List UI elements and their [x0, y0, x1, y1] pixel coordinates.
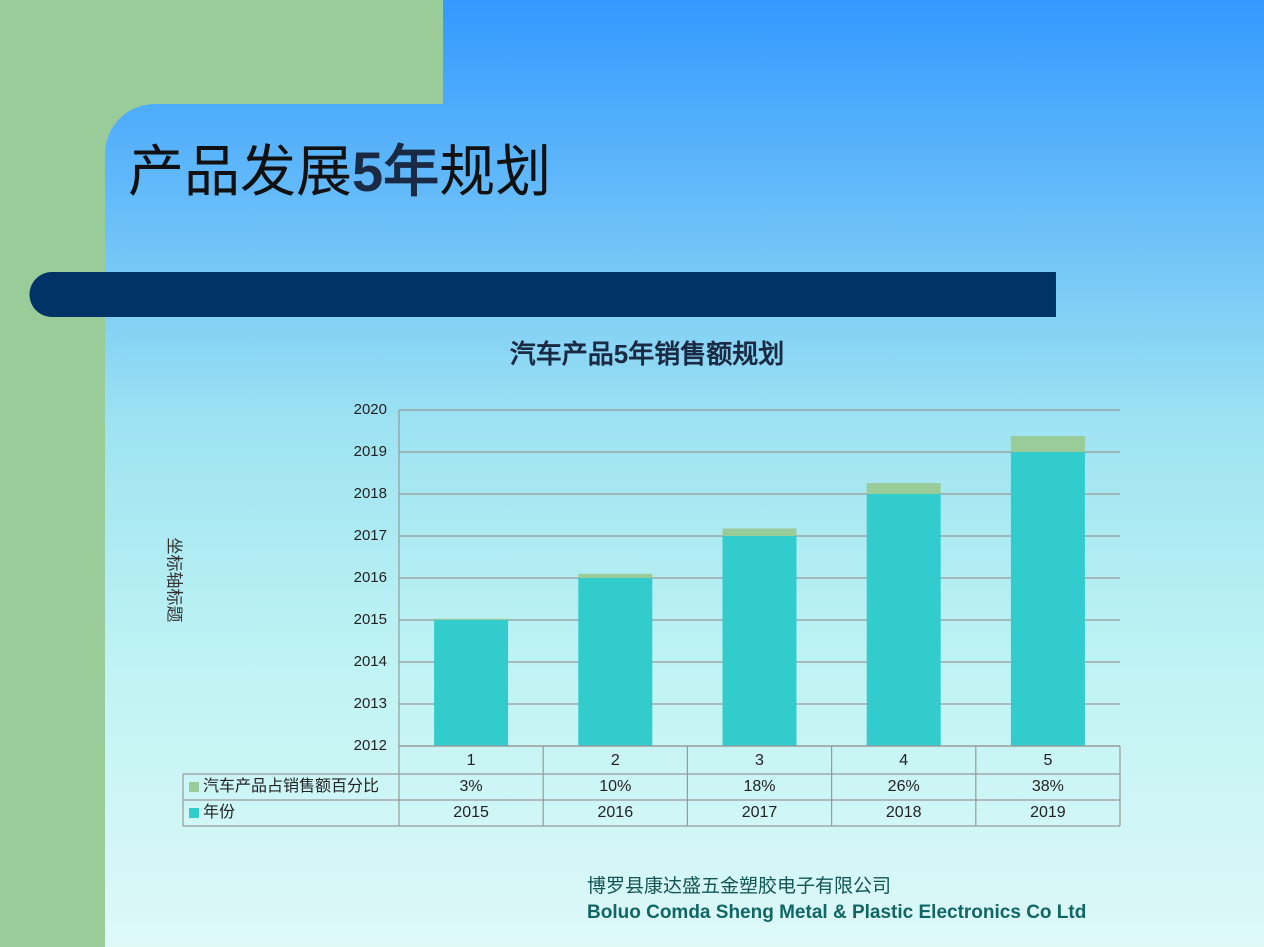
x-tick-label: 3 [755, 752, 764, 769]
table-value: 18% [743, 778, 775, 795]
table-value: 2015 [453, 804, 489, 821]
slide-title: 产品发展5年规划 [128, 140, 551, 203]
y-tick-label: 2016 [354, 569, 387, 586]
bar-segment [434, 620, 509, 746]
y-tick-label: 2020 [354, 401, 387, 418]
bar-segment [866, 494, 941, 746]
legend-label: 汽车产品占销售额百分比 [203, 777, 379, 795]
bar-segment [578, 578, 653, 746]
bar-segment [578, 573, 653, 578]
table-value: 10% [599, 778, 631, 795]
x-tick-label: 5 [1043, 752, 1052, 769]
table-value: 2019 [1030, 804, 1066, 821]
title-part: 规划 [439, 140, 551, 203]
bar-segment [866, 483, 941, 494]
x-tick-label: 1 [467, 752, 476, 769]
y-tick-label: 2018 [354, 485, 387, 502]
title-part: 5年 [352, 140, 439, 203]
table-value: 26% [888, 778, 920, 795]
bar-segment [722, 528, 797, 536]
y-tick-label: 2013 [354, 695, 387, 712]
bar-segment [1010, 436, 1085, 452]
y-tick-label: 2015 [354, 611, 387, 628]
green-frame [0, 0, 443, 947]
y-tick-label: 2012 [354, 737, 387, 754]
bar-segment [722, 536, 797, 746]
table-value: 2017 [742, 804, 778, 821]
company-cn: 博罗县康达盛五金塑胶电子有限公司 [587, 875, 891, 897]
legend-swatch [189, 782, 199, 792]
y-tick-label: 2019 [354, 443, 387, 460]
legend-swatch [189, 808, 199, 818]
table-value: 3% [460, 778, 483, 795]
company-en: Boluo Comda Sheng Metal & Plastic Electr… [587, 902, 1086, 923]
x-tick-label: 2 [611, 752, 620, 769]
title-part: 产品发展 [128, 140, 352, 203]
legend-label: 年份 [203, 803, 235, 821]
table-value: 2016 [598, 804, 634, 821]
x-tick-label: 4 [899, 752, 908, 769]
y-tick-label: 2017 [354, 527, 387, 544]
y-axis-label: 坐标轴标题 [165, 538, 184, 623]
title-bar [29, 272, 1057, 317]
y-tick-label: 2014 [354, 653, 387, 670]
bar-segment [434, 618, 509, 620]
table-value: 2018 [886, 804, 922, 821]
chart-title: 汽车产品5年销售额规划 [510, 339, 784, 369]
bar-segment [1010, 452, 1085, 746]
table-value: 38% [1032, 778, 1064, 795]
